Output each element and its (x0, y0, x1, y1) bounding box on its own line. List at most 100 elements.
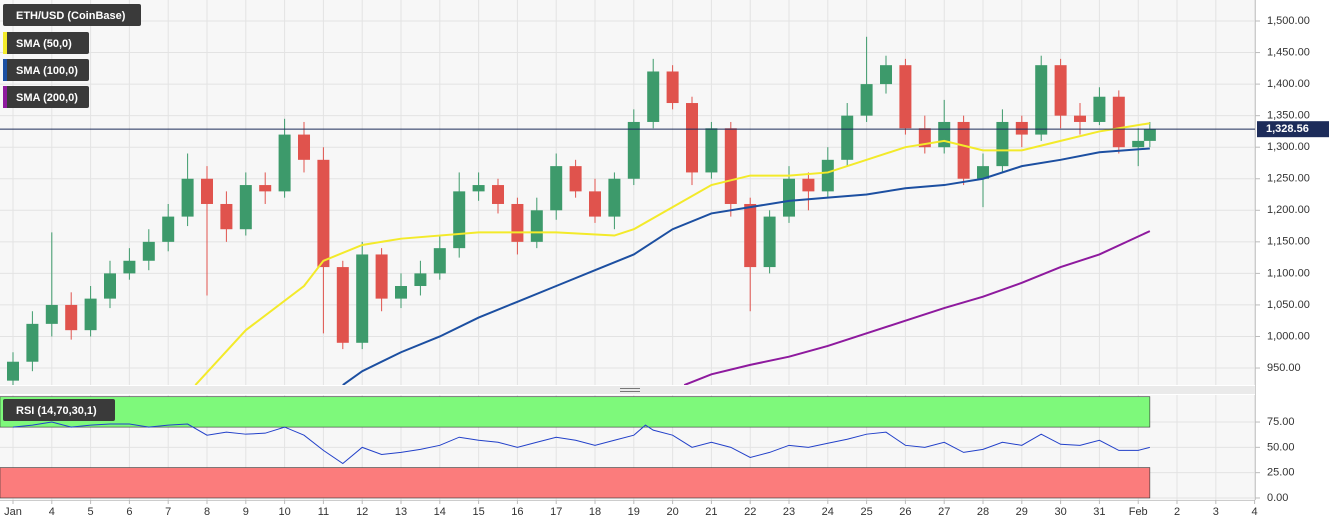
x-tick-label: 3 (1213, 506, 1219, 518)
candle-body (26, 323, 39, 362)
candle-body (899, 65, 912, 129)
legend-swatch (3, 86, 7, 108)
legend-label: SMA (200,0) (16, 92, 78, 104)
x-tick-label: 26 (899, 506, 911, 518)
candle-body (1132, 140, 1145, 148)
x-tick-label: 16 (511, 506, 523, 518)
candle-body (821, 159, 834, 192)
y-tick-label: 1,350.00 (1267, 110, 1310, 122)
candle-body (666, 71, 679, 104)
x-tick-label: 31 (1093, 506, 1105, 518)
candle-body (589, 191, 602, 217)
candle-body (298, 134, 311, 160)
candle-body (336, 267, 349, 343)
candle-body (395, 286, 408, 299)
x-tick-label: 12 (356, 506, 368, 518)
x-tick-label: 22 (744, 506, 756, 518)
candle-body (1143, 129, 1156, 141)
candle-body (278, 134, 291, 192)
y-tick-label: 1,300.00 (1267, 141, 1310, 153)
candle-body (627, 121, 640, 179)
x-tick-label: 5 (88, 506, 94, 518)
x-tick-label: 23 (783, 506, 795, 518)
candle-body (433, 248, 446, 274)
rsi-band (0, 396, 1151, 428)
candle-body (453, 191, 466, 249)
candle-body (569, 166, 582, 192)
y-tick-label: 50.00 (1267, 441, 1295, 453)
y-tick-label: 75.00 (1267, 416, 1295, 428)
x-tick-label: 27 (938, 506, 950, 518)
candle-body (1093, 96, 1106, 122)
rsi-plot (0, 395, 1255, 500)
legend-title: ETH/USD (CoinBase) (16, 10, 126, 22)
x-tick-label: 4 (49, 506, 55, 518)
x-tick-label: 10 (278, 506, 290, 518)
legend-box (3, 86, 89, 108)
candle-body (220, 203, 233, 230)
x-tick-label: 9 (243, 506, 249, 518)
candle-body (356, 254, 369, 343)
candle-body (375, 254, 388, 299)
candle-body (550, 166, 563, 211)
y-tick-label: 950.00 (1267, 362, 1301, 374)
candle-body (65, 304, 78, 331)
x-tick-label: 6 (126, 506, 132, 518)
candle-body (1054, 65, 1067, 116)
x-tick-label: 4 (1252, 506, 1258, 518)
candle-body (492, 185, 505, 204)
rsi-line (12, 421, 1150, 465)
legend-title: RSI (14,70,30,1) (16, 405, 97, 417)
candle-body (860, 84, 873, 116)
x-tick-label: 20 (666, 506, 678, 518)
x-tick-label: 30 (1054, 506, 1066, 518)
candle-body (783, 178, 796, 217)
candle-body (414, 273, 427, 287)
candle-body (162, 216, 175, 242)
x-tick-label: 11 (318, 506, 329, 518)
separator-grip (620, 388, 640, 392)
candle-body (530, 210, 543, 242)
sma-line (342, 147, 1150, 385)
y-tick-label: 0.00 (1267, 492, 1288, 504)
candle-body (918, 128, 931, 148)
legend-swatch (3, 32, 7, 54)
x-tick-label: 21 (705, 506, 717, 518)
panel-separator (0, 386, 1255, 394)
y-tick-label: 1,100.00 (1267, 267, 1310, 279)
y-tick-label: 1,250.00 (1267, 173, 1310, 185)
candle-body (841, 115, 854, 160)
candle-body (142, 241, 155, 261)
x-tick-label: 29 (1016, 506, 1028, 518)
candle-body (1035, 65, 1048, 135)
y-tick-label: 1,000.00 (1267, 330, 1310, 342)
x-tick-label: 14 (434, 506, 446, 518)
x-tick-label: 18 (589, 506, 601, 518)
axes: Jan 4 5 6 7 8 9 10 11 12 13 14 15 16 17 18 19 20 21 22 23 24 2… (4, 15, 1329, 518)
candle-body (45, 304, 58, 324)
legend-box (3, 399, 115, 421)
candle-body (957, 121, 970, 179)
y-tick-label: 1,450.00 (1267, 46, 1310, 58)
y-tick-label: 1,050.00 (1267, 299, 1310, 311)
legend-label: SMA (100,0) (16, 65, 78, 77)
legend-swatch (3, 59, 7, 81)
last-price-box (1257, 121, 1329, 138)
x-tick-label: 13 (395, 506, 407, 518)
candle-body (802, 178, 815, 192)
x-tick-label: 28 (977, 506, 989, 518)
y-tick-label: 1,500.00 (1267, 15, 1310, 27)
y-tick-label: 1,400.00 (1267, 78, 1310, 90)
candle-body (201, 178, 214, 204)
candle-body (239, 185, 252, 230)
candle-body (84, 298, 97, 331)
x-tick-label: 19 (628, 506, 640, 518)
legend: ETH/USD (CoinBase) SMA (50,0) SMA (100,0) S… (3, 4, 141, 421)
y-tick-label: 1,200.00 (1267, 204, 1310, 216)
rsi-band (0, 467, 1151, 499)
candle-body (317, 159, 330, 268)
candle-body (511, 203, 524, 242)
x-tick-label: 17 (550, 506, 562, 518)
